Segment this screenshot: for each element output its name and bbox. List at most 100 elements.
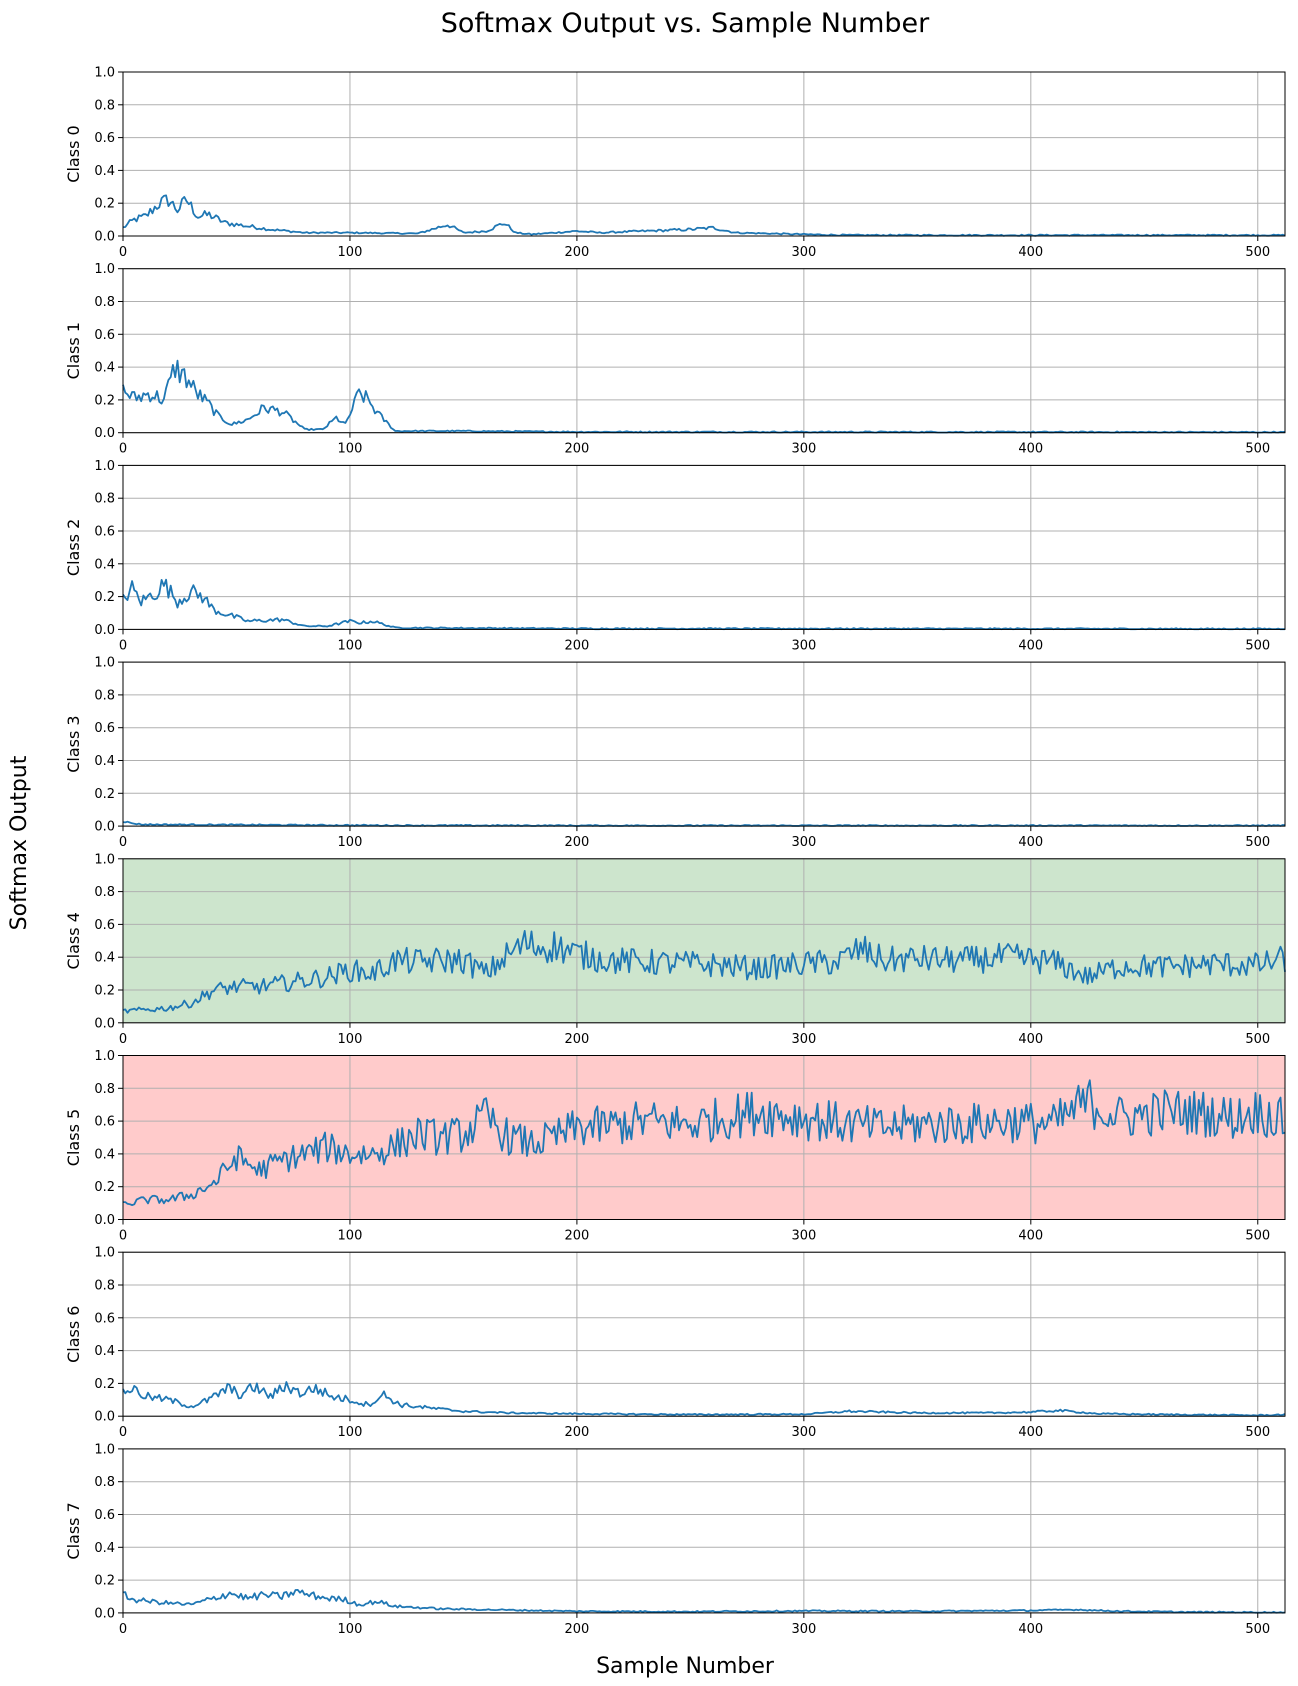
series-line <box>122 578 1285 631</box>
y-tick-label: 0.0 <box>94 623 115 638</box>
x-tick-label: 200 <box>564 1032 589 1047</box>
x-tick-label: 100 <box>338 442 363 457</box>
x-tick-label: 500 <box>1245 1032 1270 1047</box>
x-tick-label: 300 <box>791 1032 816 1047</box>
y-tick-label: 0.6 <box>94 328 115 343</box>
x-tick-label: 200 <box>564 638 589 653</box>
y-tick-label: 0.8 <box>94 98 115 113</box>
subplot-y-label: Class 0 <box>64 125 83 182</box>
x-tick-label: 0 <box>119 1622 127 1637</box>
x-tick-label: 500 <box>1245 245 1270 260</box>
series-line <box>122 930 1286 1014</box>
y-tick-label: 0.6 <box>94 1311 115 1326</box>
subplot-class-6: 0.0 0.2 0.4 0.6 0.8 1.0 0 100 200 300 400 500 Class … <box>64 1246 1286 1440</box>
y-tick-label: 1.0 <box>94 1442 115 1457</box>
subplot-y-label: Class 2 <box>64 519 83 576</box>
axes-frame <box>122 71 1286 237</box>
y-tick-label: 0.0 <box>94 1410 115 1425</box>
y-tick-label: 0.4 <box>94 951 115 966</box>
series-line <box>122 820 1286 827</box>
y-tick-label: 0.6 <box>94 131 115 146</box>
subplot-class-5: 0.0 0.2 0.4 0.6 0.8 1.0 0 100 200 300 400 500 Class … <box>64 1049 1286 1244</box>
x-tick-label: 300 <box>791 1229 816 1244</box>
x-tick-label: 100 <box>338 1032 363 1047</box>
x-tick-label: 500 <box>1245 442 1270 457</box>
x-tick-label: 300 <box>791 638 816 653</box>
x-tick-label: 300 <box>791 835 816 850</box>
x-tick-label: 400 <box>1018 835 1043 850</box>
x-tick-label: 400 <box>1018 1032 1043 1047</box>
x-tick-label: 200 <box>564 1425 589 1440</box>
subplot-class-1: 0.0 0.2 0.4 0.6 0.8 1.0 0 100 200 300 400 500 Class … <box>64 262 1286 457</box>
subplot-class-3: 0.0 0.2 0.4 0.6 0.8 1.0 0 100 200 300 400 500 Class … <box>64 656 1286 850</box>
y-tick-label: 0.2 <box>94 393 115 408</box>
x-tick-label: 400 <box>1018 1622 1043 1637</box>
y-tick-label: 0.4 <box>94 361 115 376</box>
x-tick-label: 300 <box>791 1622 816 1637</box>
y-tick-label: 0.2 <box>94 197 115 212</box>
y-tick-label: 1.0 <box>94 262 115 277</box>
x-tick-label: 200 <box>564 1229 589 1244</box>
series-line <box>123 1079 1286 1206</box>
series-line <box>122 359 1286 434</box>
axes-frame <box>122 858 1286 1024</box>
axes-frame <box>122 1055 1286 1220</box>
y-tick-label: 0.6 <box>94 525 115 540</box>
y-tick-label: 1.0 <box>94 852 115 867</box>
axes-frame <box>122 1448 1286 1614</box>
y-tick-label: 0.6 <box>94 1115 115 1130</box>
y-tick-label: 0.8 <box>94 1082 115 1097</box>
x-tick-label: 500 <box>1245 1425 1270 1440</box>
y-tick-label: 0.2 <box>94 590 115 605</box>
series-line <box>122 1381 1286 1417</box>
y-tick-label: 0.0 <box>94 1016 115 1031</box>
y-tick-label: 0.6 <box>94 721 115 736</box>
y-tick-label: 0.2 <box>94 984 115 999</box>
axes-frame <box>122 661 1286 827</box>
x-tick-label: 300 <box>791 442 816 457</box>
x-tick-label: 100 <box>338 1622 363 1637</box>
y-tick-label: 0.4 <box>94 557 115 572</box>
subplot-y-label: Class 4 <box>64 912 83 969</box>
x-tick-label: 500 <box>1245 1622 1270 1637</box>
axes-frame <box>122 464 1286 630</box>
y-tick-label: 0.0 <box>94 1606 115 1621</box>
x-tick-label: 300 <box>791 1425 816 1440</box>
x-tick-label: 0 <box>119 1032 127 1047</box>
x-tick-label: 100 <box>338 835 363 850</box>
y-tick-label: 0.2 <box>94 1377 115 1392</box>
y-tick-label: 0.0 <box>94 1213 115 1228</box>
y-tick-label: 0.2 <box>94 787 115 802</box>
y-tick-label: 0.4 <box>94 164 115 179</box>
y-tick-label: 0.8 <box>94 295 115 310</box>
y-tick-label: 1.0 <box>94 1246 115 1261</box>
x-tick-label: 500 <box>1245 835 1270 850</box>
y-tick-label: 1.0 <box>94 656 115 671</box>
x-tick-label: 200 <box>564 835 589 850</box>
subplot-grid: 0.0 0.2 0.4 0.6 0.8 1.0 0 100 200 300 400 500 Class … <box>64 66 1286 1637</box>
y-tick-label: 0.0 <box>94 820 115 835</box>
y-tick-label: 0.4 <box>94 1541 115 1556</box>
y-tick-label: 0.8 <box>94 1475 115 1490</box>
x-tick-label: 400 <box>1018 1229 1043 1244</box>
subplot-y-label: Class 5 <box>64 1109 83 1166</box>
y-tick-label: 0.4 <box>94 754 115 769</box>
series-line <box>122 1589 1286 1614</box>
x-tick-label: 100 <box>338 245 363 260</box>
x-tick-label: 200 <box>564 442 589 457</box>
x-tick-label: 100 <box>338 1229 363 1244</box>
subplot-class-4: 0.0 0.2 0.4 0.6 0.8 1.0 0 100 200 300 400 500 Class … <box>64 852 1286 1047</box>
x-tick-label: 400 <box>1018 442 1043 457</box>
subplot-y-label: Class 6 <box>64 1306 83 1363</box>
y-tick-label: 0.8 <box>94 688 115 703</box>
x-tick-label: 0 <box>119 1229 127 1244</box>
y-tick-label: 1.0 <box>94 1049 115 1064</box>
subplot-class-0: 0.0 0.2 0.4 0.6 0.8 1.0 0 100 200 300 400 500 Class … <box>64 66 1286 260</box>
x-tick-label: 400 <box>1018 638 1043 653</box>
y-tick-label: 1.0 <box>94 66 115 81</box>
highlight-background <box>123 1055 1285 1220</box>
x-tick-label: 0 <box>119 835 127 850</box>
subplot-y-label: Class 3 <box>64 715 83 772</box>
y-tick-label: 0.0 <box>94 230 115 245</box>
axes-frame <box>122 1251 1286 1417</box>
